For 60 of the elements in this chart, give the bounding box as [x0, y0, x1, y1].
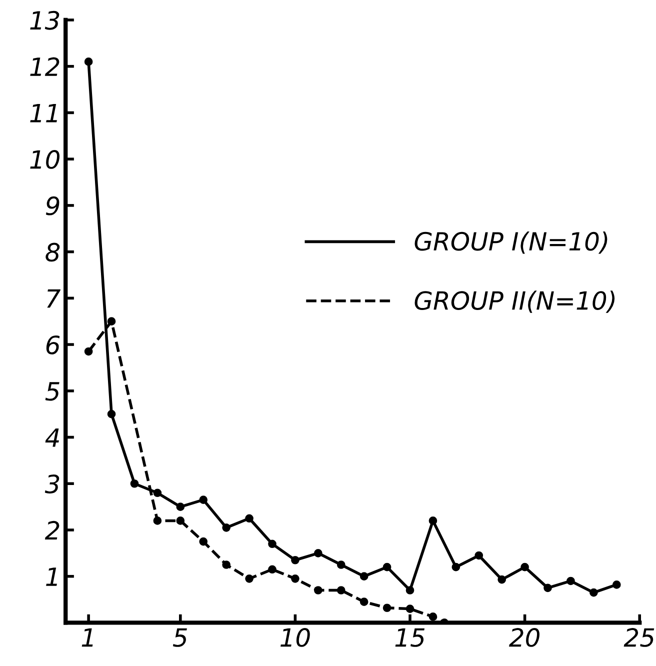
y-tick-label: 7 [47, 289, 61, 308]
point [291, 556, 300, 564]
point [268, 565, 276, 574]
x-tick-label: 15 [395, 628, 425, 647]
point [452, 562, 460, 572]
point [107, 410, 116, 418]
y-tick-label: 1 [46, 568, 57, 586]
point [360, 598, 368, 606]
y-tick-label: 10 [30, 150, 60, 169]
legend-label: GROUP II(N=10) [414, 290, 615, 313]
point [268, 540, 276, 548]
point [245, 514, 254, 523]
point [382, 604, 392, 612]
point [222, 523, 230, 532]
point [199, 496, 208, 504]
point [406, 586, 414, 594]
point [314, 548, 322, 558]
point [199, 537, 208, 546]
point [107, 317, 116, 326]
y-tick-label: 3 [44, 474, 60, 494]
x-tick-label: 25 [624, 628, 654, 647]
y-tick-label: 8 [46, 242, 60, 262]
point [336, 560, 346, 569]
point [245, 574, 254, 583]
point [176, 516, 185, 525]
y-tick-label: 13 [30, 10, 60, 30]
y-tick-label: 11 [30, 104, 57, 122]
y-tick-label: 5 [45, 382, 60, 401]
legend-label: GROUP I(N=10) [414, 231, 608, 254]
y-tick-label: 2 [44, 520, 60, 540]
point [153, 488, 162, 498]
point [474, 551, 484, 560]
y-tick-label: 12 [30, 57, 60, 76]
point [566, 576, 575, 586]
point [520, 562, 529, 572]
point [176, 502, 185, 511]
y-tick-label: 9 [46, 196, 60, 216]
point [314, 586, 322, 594]
y-tick-label: 4 [45, 428, 59, 447]
point [153, 516, 162, 525]
point [222, 560, 230, 569]
point [382, 562, 392, 572]
point [612, 580, 621, 589]
point [590, 588, 598, 597]
point [336, 586, 346, 594]
point [84, 347, 93, 356]
point [544, 584, 552, 592]
x-tick-label: 20 [508, 628, 540, 647]
x-tick-label: 5 [172, 628, 187, 647]
point [406, 604, 414, 613]
point [498, 575, 506, 584]
x-tick-label: 1 [82, 628, 93, 647]
point [130, 479, 139, 488]
point [428, 612, 438, 621]
point [84, 58, 93, 66]
y-tick-label: 6 [46, 335, 60, 354]
x-tick-label: 10 [280, 628, 310, 647]
point [360, 572, 368, 581]
point [428, 516, 438, 525]
point [291, 574, 300, 583]
